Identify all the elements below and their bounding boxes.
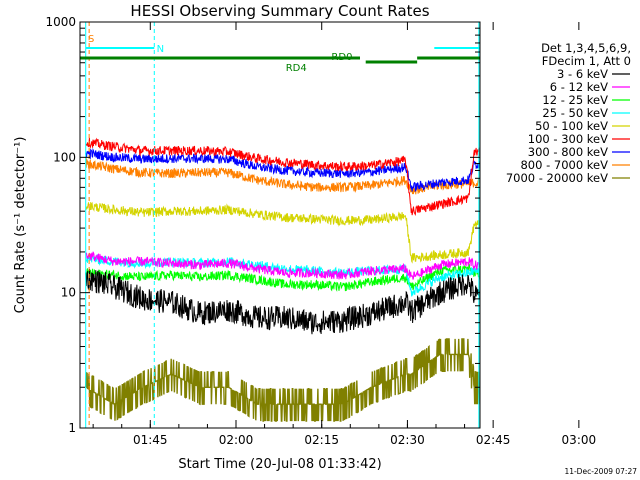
annotation-n: N: [157, 44, 164, 55]
series-line-2: [85, 262, 480, 292]
legend-header-line-1: Det 1,3,4,5,6,9,: [541, 41, 631, 55]
legend-label-8: 7000 - 20000 keV: [506, 171, 608, 185]
legend-label-6: 300 - 800 keV: [528, 145, 608, 159]
series-line-6: [85, 147, 480, 192]
y-tick-label-3: 1000: [45, 15, 76, 29]
series-line-8: [85, 338, 480, 422]
legend-label-7: 800 - 7000 keV: [520, 158, 608, 172]
legend-label-2: 12 - 25 keV: [542, 93, 608, 107]
x-tick-label-0: 01:45: [133, 433, 168, 447]
x-tick-label-3: 02:30: [390, 433, 425, 447]
series-line-4: [85, 201, 480, 264]
legend-label-0: 3 - 6 keV: [557, 67, 608, 81]
plot-layer: S N RD0 RD4: [80, 22, 480, 428]
legend-label-3: 25 - 50 keV: [542, 106, 608, 120]
y-axis-label: Count Rate (s⁻¹ detector⁻¹): [13, 137, 28, 314]
legend-label-5: 100 - 300 keV: [528, 132, 608, 146]
y-tick-label-0: 1: [68, 421, 76, 435]
plot-area: [80, 22, 480, 428]
x-tick-label-5: 03:00: [562, 433, 597, 447]
series-line-0: [85, 269, 480, 335]
plot-frame: [79, 21, 481, 429]
annotation-rd4: RD4: [286, 63, 307, 74]
series-line-5: [85, 137, 480, 217]
legend: Det 1,3,4,5,6,9, FDecim 1, Att 0 3 - 6 k…: [506, 41, 631, 185]
annotation-rd0: RD0: [331, 52, 352, 63]
chart-title: HESSI Observing Summary Count Rates: [130, 2, 429, 20]
x-tick-label-1: 02:00: [219, 433, 254, 447]
legend-header-line-2: FDecim 1, Att 0: [542, 54, 631, 68]
generation-timestamp: 11-Dec-2009 07:27: [564, 467, 637, 476]
x-axis-label: Start Time (20-Jul-08 01:33:42): [178, 457, 381, 472]
series-line-1: [85, 251, 480, 280]
axis-layer: 01:45 02:00 02:15 02:30 02:45 03:00 1 10 100 1000: [45, 15, 596, 447]
annotation-s: S: [88, 34, 94, 45]
series-line-7: [85, 157, 480, 195]
legend-label-1: 6 - 12 keV: [550, 80, 608, 94]
x-tick-label-2: 02:15: [304, 433, 339, 447]
legend-label-4: 50 - 100 keV: [535, 119, 608, 133]
x-tick-label-4: 02:45: [476, 433, 511, 447]
y-tick-label-1: 10: [61, 286, 76, 300]
y-tick-label-2: 100: [53, 150, 76, 164]
